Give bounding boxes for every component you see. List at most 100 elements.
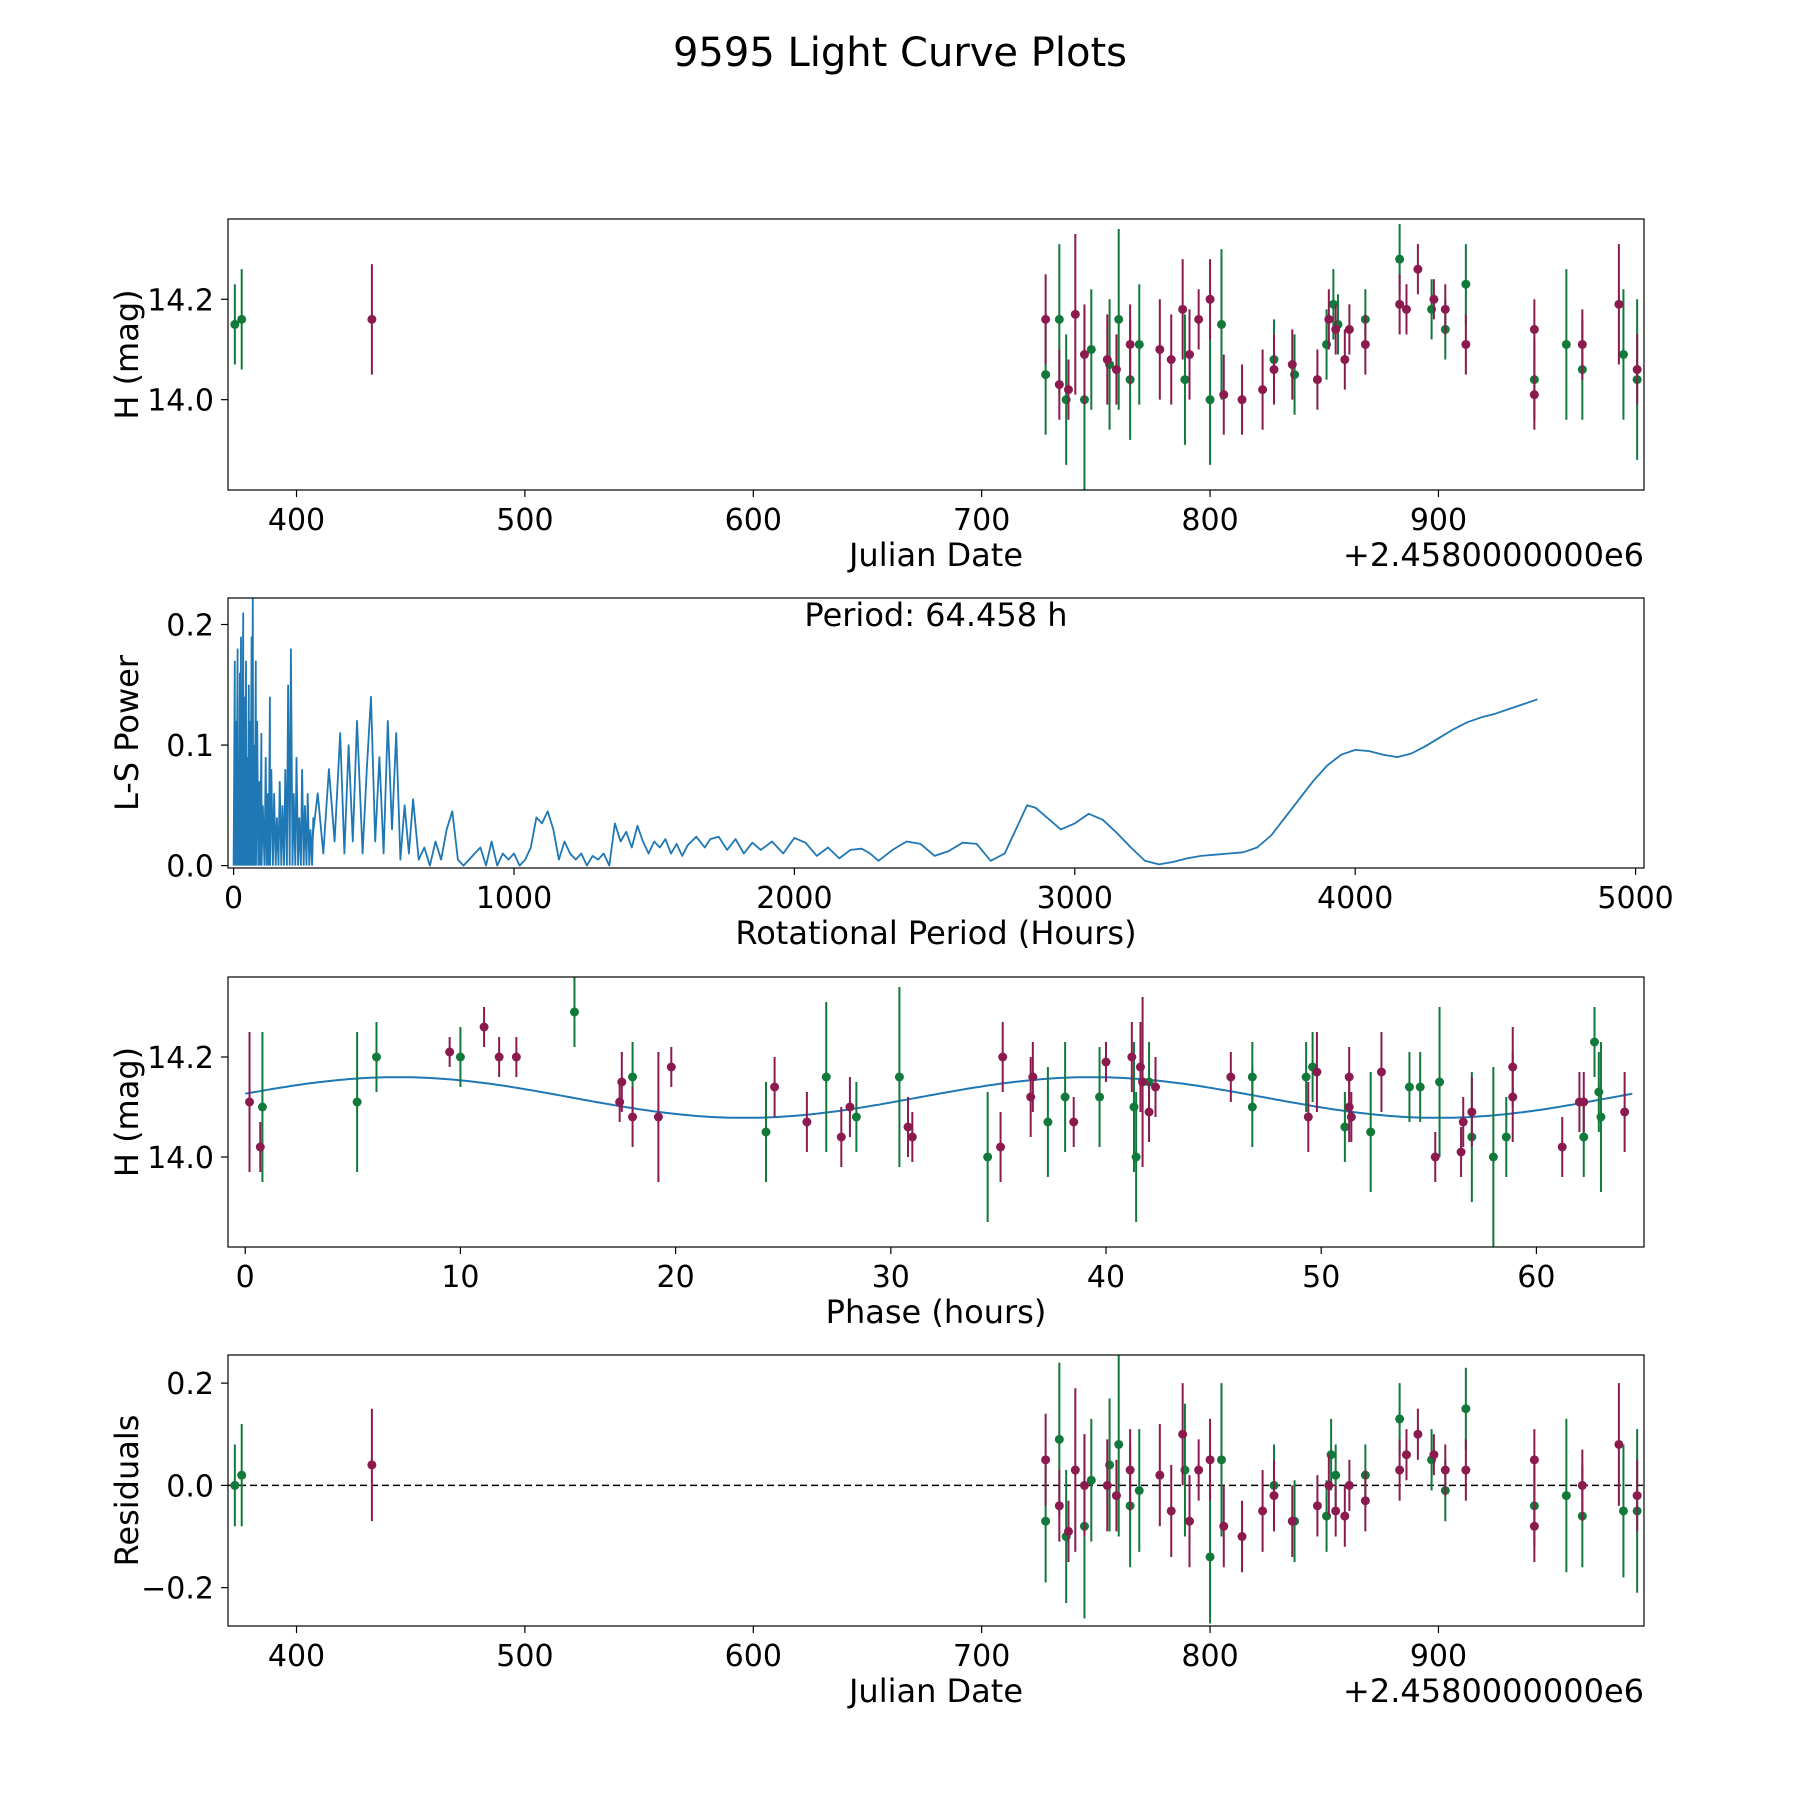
data-point <box>1344 1480 1354 1490</box>
data-point <box>1461 279 1471 289</box>
x-tick-label: 800 <box>1181 503 1238 538</box>
data-point <box>1151 1082 1161 1092</box>
data-point <box>907 1132 917 1142</box>
data-point <box>1258 1506 1268 1516</box>
data-point <box>1401 1450 1411 1460</box>
y-tick-label: 14.2 <box>147 283 214 318</box>
data-point <box>1247 1102 1257 1112</box>
data-point <box>1134 1486 1144 1495</box>
data-point <box>1041 370 1051 380</box>
data-point <box>628 1072 638 1082</box>
data-point <box>1429 294 1439 304</box>
series-magenta <box>367 234 1642 435</box>
data-point <box>1102 355 1112 365</box>
chart-lightcurve: 400 500 600 700 800 900 14.0 14.2 Julian Date H (… <box>108 218 1645 574</box>
data-point <box>1620 1107 1630 1117</box>
data-point <box>1237 395 1247 405</box>
period-annotation: Period: 64.458 h <box>804 596 1067 634</box>
data-point <box>1063 385 1073 395</box>
data-point <box>761 1127 771 1137</box>
x-tick-label: 2000 <box>756 881 832 916</box>
data-point <box>836 1132 846 1142</box>
data-point <box>367 1460 377 1470</box>
data-point <box>1331 1506 1341 1516</box>
data-point <box>1346 1112 1356 1122</box>
data-point <box>770 1082 780 1092</box>
data-point <box>1070 1465 1080 1475</box>
x-tick-label: 30 <box>872 1260 910 1295</box>
x-tick-label: 500 <box>496 1639 553 1674</box>
data-point <box>1205 294 1215 304</box>
data-point <box>371 1052 381 1062</box>
data-point <box>1632 365 1642 375</box>
data-point <box>1287 360 1297 370</box>
x-axis-label: Phase (hours) <box>826 1293 1047 1331</box>
data-point <box>1166 1506 1176 1516</box>
data-point <box>1324 1480 1334 1490</box>
data-point <box>1344 324 1354 334</box>
x-axis-label: Rotational Period (Hours) <box>735 914 1136 952</box>
data-point <box>1226 1072 1236 1082</box>
y-tick-label: −0.2 <box>141 1572 214 1607</box>
data-point <box>1138 1077 1148 1087</box>
data-point <box>1054 380 1064 390</box>
data-point <box>1577 339 1587 349</box>
data-point <box>653 1112 663 1122</box>
data-point <box>1340 1511 1350 1521</box>
data-point <box>1054 1434 1064 1444</box>
data-point <box>1577 1480 1587 1490</box>
data-point <box>1508 1092 1518 1102</box>
data-point <box>1127 1052 1137 1062</box>
data-point <box>845 1102 855 1112</box>
data-point <box>1340 355 1350 365</box>
data-point <box>1376 1067 1386 1077</box>
x-tick-label: 20 <box>657 1260 695 1295</box>
data-point <box>1041 1455 1051 1465</box>
data-point <box>666 1062 676 1072</box>
data-point <box>1144 1107 1154 1117</box>
data-point <box>1194 314 1204 324</box>
data-point <box>1111 365 1121 375</box>
data-point <box>1461 339 1471 349</box>
data-point <box>1205 1552 1215 1562</box>
x-tick-label: 50 <box>1302 1260 1340 1295</box>
data-point <box>1312 1501 1322 1511</box>
y-tick-label: 14.0 <box>147 1141 214 1176</box>
data-point <box>1216 319 1226 329</box>
data-point <box>802 1117 812 1127</box>
fit-curve-line <box>245 1076 1633 1119</box>
x-tick-label: 400 <box>268 503 325 538</box>
data-point <box>245 1097 255 1107</box>
data-point <box>1178 1429 1188 1439</box>
y-tick-label: 14.0 <box>147 384 214 419</box>
data-point <box>1114 1439 1124 1449</box>
data-point <box>1269 365 1279 375</box>
data-point <box>1185 350 1195 359</box>
data-point <box>1086 1475 1096 1485</box>
x-tick-label: 1000 <box>476 881 552 916</box>
x-offset-text: +2.4580000000e6 <box>1343 1672 1644 1710</box>
data-point <box>1205 1455 1215 1465</box>
series-magenta <box>367 1383 1642 1573</box>
data-point <box>1079 350 1089 359</box>
x-tick-label: 3000 <box>1037 881 1113 916</box>
data-point <box>1219 1521 1229 1531</box>
y-tick-label: 0.0 <box>166 850 214 885</box>
chart-phased: 0 10 20 30 40 50 60 14.0 14.2 Phase (hours) H (mag… <box>108 976 1645 1331</box>
data-point <box>1579 1132 1589 1142</box>
x-tick-label: 40 <box>1087 1260 1125 1295</box>
data-point <box>1101 1057 1111 1067</box>
data-point <box>1632 1491 1642 1501</box>
data-point <box>1043 1117 1053 1127</box>
x-tick-label: 600 <box>725 503 782 538</box>
data-point <box>1205 395 1215 405</box>
plot-area <box>232 598 1538 867</box>
x-tick-label: 700 <box>953 503 1010 538</box>
data-point <box>1312 375 1322 385</box>
data-point <box>903 1122 913 1132</box>
data-point <box>851 1112 861 1122</box>
y-tick-label: 0.2 <box>166 1367 214 1402</box>
data-point <box>1303 1112 1313 1122</box>
